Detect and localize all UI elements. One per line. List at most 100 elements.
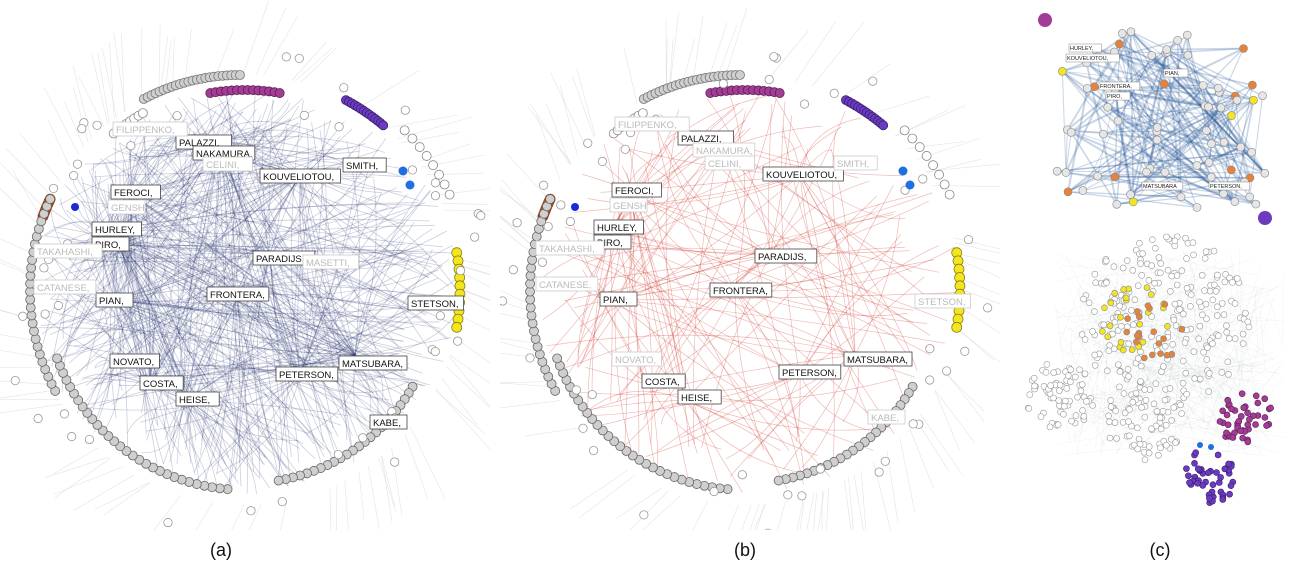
- author-label: FEROCI,: [611, 182, 662, 198]
- node: [925, 375, 935, 385]
- edge: [581, 399, 686, 412]
- node: [1228, 405, 1235, 413]
- edge: [1101, 325, 1119, 452]
- edge: [1076, 288, 1118, 392]
- panel-c: HURLEY, KOUVELIOTOU, PIAN, FRONTERA, PIRO, MA…: [1015, 0, 1291, 530]
- node: [500, 296, 508, 306]
- node-magenta: [274, 88, 285, 98]
- edge: [119, 146, 317, 246]
- edge: [954, 242, 1000, 254]
- label-text: KOUVELIOTOU,: [766, 170, 837, 181]
- edge: [572, 76, 595, 138]
- edge: [609, 229, 902, 334]
- edge: [146, 139, 221, 441]
- edge: [434, 390, 486, 435]
- node: [868, 76, 878, 86]
- edge: [454, 337, 490, 364]
- edge: [76, 174, 301, 352]
- edge: [580, 246, 801, 376]
- node: [1176, 306, 1183, 313]
- edge: [114, 299, 304, 445]
- node: [1214, 332, 1222, 340]
- node: [1209, 340, 1216, 347]
- node: [1168, 272, 1176, 280]
- label-box: [704, 155, 755, 171]
- node: [1054, 421, 1062, 428]
- node: [571, 385, 582, 395]
- edge: [1065, 129, 1068, 173]
- node: [1231, 300, 1239, 307]
- edge: [459, 271, 490, 288]
- node: [815, 464, 826, 474]
- node: [1247, 147, 1257, 157]
- edge: [0, 380, 53, 386]
- author-label: PIAN,: [599, 291, 638, 307]
- node: [1141, 386, 1148, 393]
- label-box: [107, 199, 146, 215]
- edge: [1062, 70, 1219, 89]
- edge: [1173, 368, 1180, 423]
- edge: [114, 299, 399, 354]
- node: [1050, 394, 1057, 402]
- edge: [109, 229, 305, 483]
- label-box: [302, 254, 359, 270]
- edge: [149, 325, 415, 386]
- node: [1161, 301, 1169, 308]
- edge: [1143, 366, 1209, 392]
- edge: [172, 123, 192, 401]
- node: [1089, 328, 1096, 335]
- node: [476, 211, 486, 221]
- node: [1126, 432, 1133, 440]
- edge: [359, 70, 419, 109]
- edge: [1070, 131, 1198, 209]
- edge: [134, 176, 186, 401]
- edge: [1094, 396, 1285, 439]
- edge: [546, 103, 571, 165]
- edge: [549, 139, 721, 354]
- node-yellow: [451, 321, 463, 333]
- node: [1239, 340, 1247, 347]
- edge: [231, 115, 262, 291]
- edge: [65, 209, 236, 291]
- label-box: [338, 355, 408, 371]
- node: [1090, 82, 1099, 91]
- node: [1164, 266, 1172, 274]
- edge: [1077, 328, 1098, 450]
- node: [1191, 375, 1199, 382]
- edge: [591, 229, 611, 399]
- edge: [1097, 171, 1166, 177]
- edge: [391, 447, 403, 516]
- node: [1133, 332, 1141, 340]
- edge: [1113, 51, 1266, 174]
- edge: [1061, 70, 1147, 173]
- node: [67, 431, 77, 442]
- node: [1225, 460, 1232, 468]
- node: [1118, 322, 1125, 330]
- edge: [458, 264, 490, 275]
- edge: [111, 183, 356, 356]
- edge: [577, 244, 621, 357]
- label-text: PALAZZI,: [179, 138, 219, 149]
- edge: [268, 99, 274, 256]
- node: [1183, 390, 1190, 398]
- edge: [1055, 289, 1189, 335]
- edge: [813, 492, 817, 530]
- edge: [225, 92, 301, 376]
- edge-layer: [0, 0, 490, 530]
- label-box: [206, 286, 270, 302]
- label-text: MATSUBARA,: [847, 355, 908, 366]
- node: [1226, 490, 1233, 498]
- node: [735, 70, 745, 80]
- edge: [563, 254, 771, 369]
- edge: [1142, 377, 1232, 443]
- edge: [708, 22, 728, 79]
- label-box: [112, 121, 188, 137]
- edge: [269, 254, 292, 458]
- edge: [1208, 106, 1266, 174]
- edge: [114, 187, 397, 301]
- node: [1254, 399, 1262, 407]
- node: [1047, 382, 1054, 389]
- edge: [1150, 280, 1189, 335]
- node: [1115, 361, 1122, 368]
- edge: [799, 174, 904, 397]
